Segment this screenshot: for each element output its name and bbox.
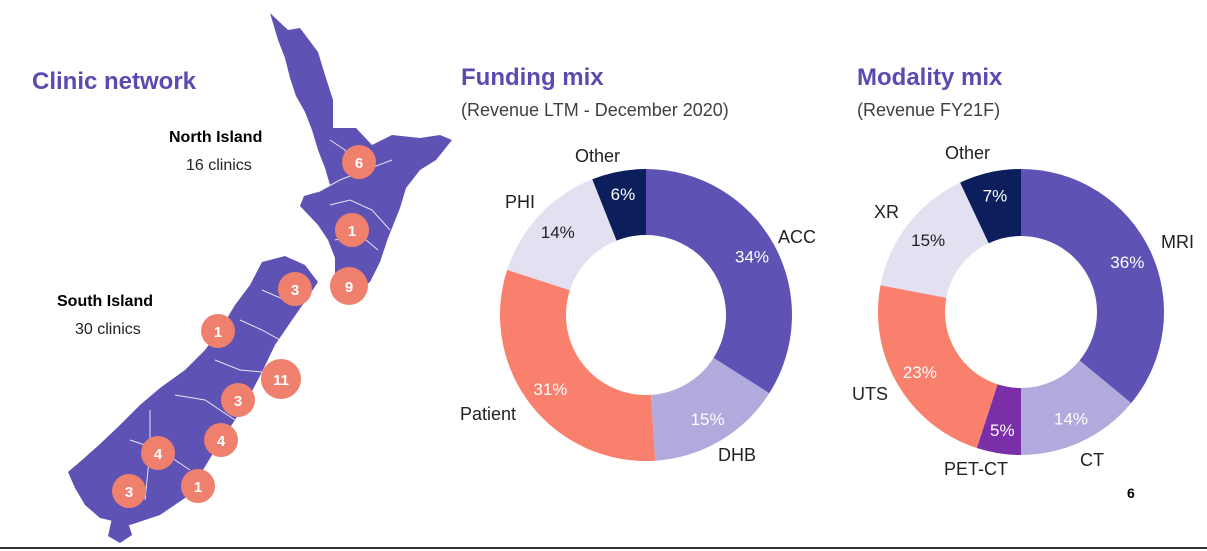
value-label-dhb: 15% — [691, 410, 725, 429]
slice-pet-ct — [976, 384, 1021, 455]
slice-mri — [1021, 169, 1164, 404]
category-label-uts: UTS — [852, 384, 888, 404]
category-label-xr: XR — [874, 202, 899, 222]
slice-other — [960, 169, 1021, 244]
funding-mix-chart: 34% ACC 15% DHB 31% Patient 14% PHI 6% Other — [460, 146, 816, 465]
bottom-rule — [0, 547, 1207, 549]
svg-text:11: 11 — [273, 372, 289, 389]
slice-patient — [500, 269, 656, 461]
svg-text:3: 3 — [125, 484, 133, 501]
svg-text:6: 6 — [355, 155, 363, 172]
clinic-marker: 1 — [335, 213, 369, 247]
category-label-dhb: DHB — [718, 445, 756, 465]
slice-dhb — [651, 357, 770, 461]
slice-acc — [646, 169, 792, 394]
value-label-uts: 23% — [903, 363, 937, 382]
svg-text:4: 4 — [217, 433, 226, 450]
category-label-ct: CT — [1080, 450, 1104, 470]
value-label-ct: 14% — [1054, 409, 1088, 428]
value-label-acc: 34% — [735, 248, 769, 267]
svg-text:4: 4 — [154, 446, 163, 463]
south-island-name: South Island — [57, 293, 153, 310]
svg-text:1: 1 — [194, 479, 202, 496]
nz-map: 6 1 9 3 1 11 3 4 — [68, 13, 452, 543]
value-label-pet-ct: 5% — [990, 421, 1015, 440]
value-label-phi: 14% — [541, 223, 575, 242]
value-label-mri: 36% — [1110, 253, 1144, 272]
clinic-marker: 4 — [141, 436, 175, 470]
north-island-count: 16 clinics — [186, 157, 252, 174]
clinic-marker: 9 — [330, 267, 368, 305]
svg-text:1: 1 — [214, 324, 222, 341]
clinic-marker: 1 — [201, 314, 235, 348]
stewart-island-shape — [108, 518, 132, 543]
clinic-markers: 6 1 9 3 1 11 3 4 — [112, 145, 376, 508]
svg-text:3: 3 — [234, 393, 242, 410]
south-island-count: 30 clinics — [75, 321, 141, 338]
clinic-marker: 3 — [221, 383, 255, 417]
slice-other — [592, 169, 646, 241]
category-label-phi: PHI — [505, 192, 535, 212]
category-label-other: Other — [575, 146, 620, 166]
value-label-xr: 15% — [911, 231, 945, 250]
clinic-marker: 3 — [112, 474, 146, 508]
value-label-patient: 31% — [533, 380, 567, 399]
svg-text:1: 1 — [348, 223, 356, 240]
modality-mix-chart: 36% MRI 14% CT 5% PET-CT 23% UTS 15% XR 7% Other — [852, 143, 1194, 479]
clinic-marker: 6 — [342, 145, 376, 179]
slice-ct — [1021, 360, 1132, 455]
category-label-pet-ct: PET-CT — [944, 459, 1008, 479]
category-label-patient: Patient — [460, 404, 516, 424]
svg-text:9: 9 — [345, 279, 353, 296]
category-label-other: Other — [945, 143, 990, 163]
value-label-other: 7% — [983, 186, 1008, 205]
value-label-other: 6% — [611, 185, 636, 204]
category-label-acc: ACC — [778, 227, 816, 247]
svg-text:3: 3 — [291, 282, 299, 299]
clinic-marker: 11 — [261, 359, 301, 399]
page-number: 6 — [1127, 485, 1135, 501]
slice-uts — [878, 285, 998, 449]
slice-xr — [880, 182, 989, 298]
modality-mix-title: Modality mix — [857, 64, 1003, 91]
modality-mix-subtitle: (Revenue FY21F) — [857, 100, 1001, 120]
south-island-shape — [68, 256, 318, 525]
clinic-marker: 3 — [278, 272, 312, 306]
clinic-marker: 1 — [181, 469, 215, 503]
funding-mix-subtitle: (Revenue LTM - December 2020) — [461, 100, 729, 120]
slice-phi — [507, 179, 617, 291]
funding-mix-title: Funding mix — [461, 64, 604, 91]
category-label-mri: MRI — [1161, 232, 1194, 252]
clinic-network-title: Clinic network — [32, 68, 197, 95]
clinic-marker: 4 — [204, 423, 238, 457]
north-island-name: North Island — [169, 129, 263, 146]
